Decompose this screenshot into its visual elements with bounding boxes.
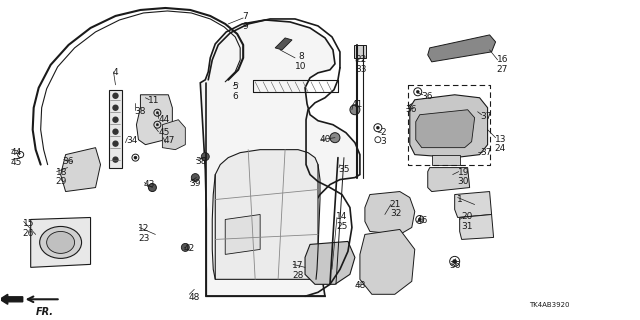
- Polygon shape: [163, 120, 186, 150]
- Circle shape: [350, 105, 360, 115]
- Text: 12
23: 12 23: [138, 224, 150, 243]
- Text: 16
27: 16 27: [497, 55, 508, 74]
- Text: FR.: FR.: [36, 307, 54, 317]
- Circle shape: [113, 129, 118, 134]
- Text: 4: 4: [113, 68, 118, 77]
- Polygon shape: [275, 38, 292, 50]
- Circle shape: [330, 133, 340, 143]
- Circle shape: [113, 93, 118, 98]
- Polygon shape: [416, 110, 475, 148]
- Polygon shape: [354, 45, 366, 58]
- Polygon shape: [428, 35, 495, 62]
- Circle shape: [113, 141, 118, 146]
- Circle shape: [376, 126, 380, 129]
- Text: 43: 43: [143, 180, 155, 188]
- Ellipse shape: [40, 227, 81, 258]
- Circle shape: [412, 106, 414, 109]
- Polygon shape: [200, 20, 360, 296]
- Text: 21
32: 21 32: [390, 200, 401, 218]
- Circle shape: [156, 112, 159, 114]
- Polygon shape: [215, 150, 318, 279]
- Text: 19
30: 19 30: [458, 168, 469, 186]
- Polygon shape: [109, 90, 122, 168]
- Text: 36: 36: [450, 261, 461, 270]
- Polygon shape: [360, 229, 415, 294]
- Text: 37: 37: [481, 112, 492, 121]
- Text: TK4AB3920: TK4AB3920: [529, 302, 570, 308]
- Text: 34: 34: [127, 136, 138, 145]
- Polygon shape: [432, 155, 460, 164]
- Circle shape: [113, 117, 118, 122]
- Text: 47: 47: [163, 136, 175, 145]
- Polygon shape: [460, 214, 493, 239]
- Text: 36: 36: [63, 156, 74, 166]
- Circle shape: [419, 218, 421, 221]
- Polygon shape: [305, 241, 355, 284]
- Circle shape: [191, 173, 199, 181]
- Text: 44: 44: [11, 148, 22, 157]
- Text: 18
29: 18 29: [56, 168, 67, 186]
- Text: 17
28: 17 28: [292, 261, 303, 280]
- Polygon shape: [454, 192, 492, 218]
- Text: 38: 38: [134, 107, 146, 116]
- Text: 13
24: 13 24: [495, 135, 506, 153]
- Text: 8
10: 8 10: [295, 52, 307, 71]
- Circle shape: [181, 244, 189, 252]
- Ellipse shape: [47, 231, 75, 253]
- Text: 45: 45: [11, 158, 22, 167]
- Polygon shape: [365, 192, 415, 235]
- Polygon shape: [410, 95, 488, 158]
- Circle shape: [202, 153, 209, 161]
- Text: 36: 36: [422, 92, 433, 101]
- Circle shape: [148, 184, 156, 192]
- Text: 20
31: 20 31: [461, 212, 473, 231]
- Text: 48: 48: [188, 293, 200, 302]
- FancyArrow shape: [0, 294, 22, 304]
- Text: 40: 40: [320, 135, 332, 144]
- Circle shape: [416, 90, 419, 93]
- Polygon shape: [31, 218, 90, 268]
- Text: 38: 38: [195, 156, 207, 166]
- Text: 7
9: 7 9: [242, 12, 248, 31]
- Text: 11: 11: [148, 96, 160, 105]
- Circle shape: [156, 124, 159, 126]
- Text: 48: 48: [355, 281, 366, 290]
- Polygon shape: [61, 148, 100, 192]
- Text: 15
26: 15 26: [22, 220, 34, 238]
- Text: 39: 39: [189, 179, 201, 188]
- Circle shape: [113, 157, 118, 162]
- Text: 1: 1: [457, 195, 463, 204]
- Circle shape: [113, 105, 118, 110]
- Text: 14
25: 14 25: [336, 212, 348, 231]
- Text: 35: 35: [338, 164, 349, 174]
- Circle shape: [134, 156, 137, 159]
- Text: 37: 37: [481, 148, 492, 157]
- Text: 41: 41: [352, 100, 364, 109]
- Text: 36: 36: [404, 105, 416, 114]
- Text: 22
33: 22 33: [355, 55, 367, 74]
- Text: 45: 45: [158, 128, 170, 137]
- Circle shape: [452, 260, 457, 263]
- Polygon shape: [136, 95, 172, 145]
- Text: 5
6: 5 6: [232, 82, 238, 100]
- Text: 2
3: 2 3: [380, 128, 386, 146]
- Text: 46: 46: [417, 217, 428, 226]
- Polygon shape: [428, 168, 470, 192]
- Polygon shape: [225, 214, 260, 254]
- Text: 42: 42: [183, 244, 195, 253]
- Text: 44: 44: [158, 115, 170, 124]
